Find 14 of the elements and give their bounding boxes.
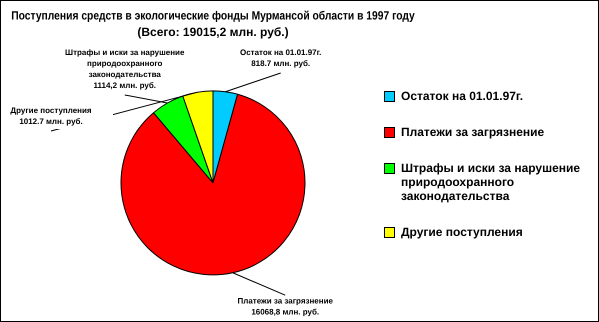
legend-label: Другие поступления: [401, 225, 523, 239]
data-label: 818.7 млн. руб.: [251, 59, 310, 68]
data-label: 1114,2 млн. руб.: [94, 81, 156, 90]
slice-label: Остаток на 01.01.97г.: [240, 48, 322, 58]
chart-subtitle: (Всего: 19015,2 млн. руб.): [137, 24, 289, 39]
data-label: 16068,8 млн. руб.: [251, 307, 320, 316]
data-label: 1012.7 млн. руб.: [19, 117, 83, 126]
slice-label: Платежи за загрязнение: [237, 296, 334, 306]
legend-label: Штрафы и иски за нарушение природоохранного законодательства: [401, 161, 582, 203]
legend-label: Остаток на 01.01.97г.: [401, 89, 524, 103]
chart-title: Поступления средств в экологические фонды Мурмансой области в 1997 году: [11, 10, 416, 23]
slice-label: Штрафы и иски за нарушение природоохранного законодательства: [65, 48, 185, 80]
slice-label: Другие поступления: [10, 106, 92, 116]
legend-label: Платежи за загрязнение: [401, 125, 544, 139]
